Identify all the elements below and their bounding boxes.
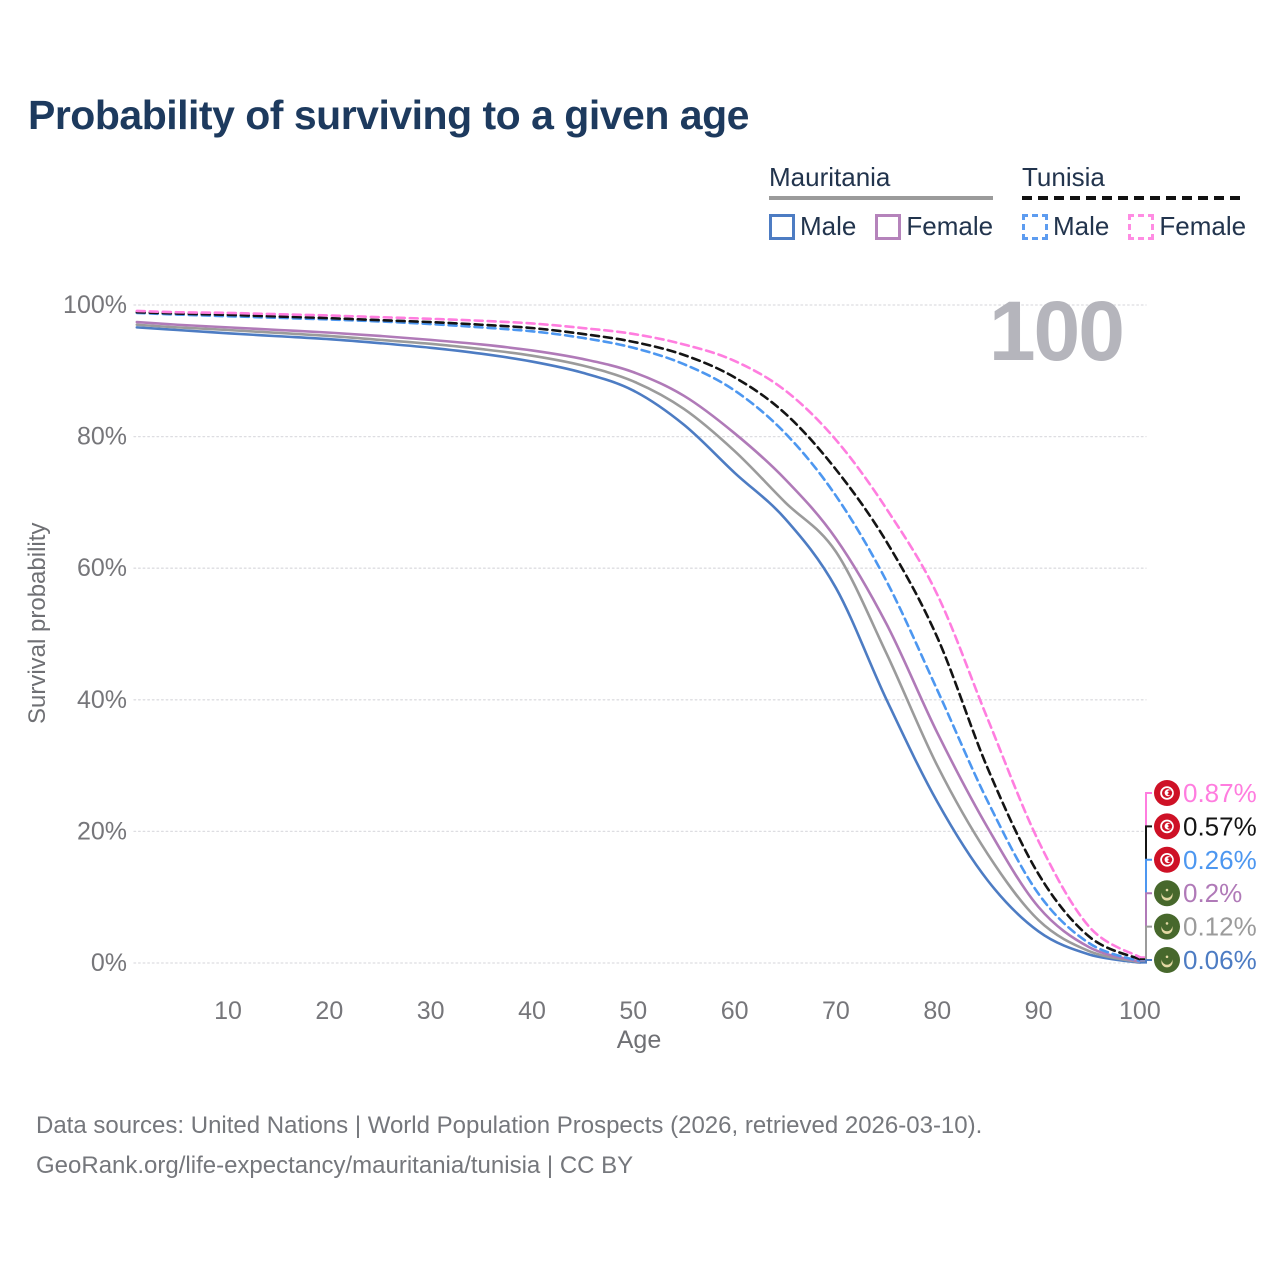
x-axis-title: Age — [616, 1026, 662, 1054]
tunisia-flag-icon — [1154, 813, 1180, 840]
mauritania-flag-icon — [1154, 947, 1180, 973]
y-tick-label: 40% — [77, 686, 127, 714]
y-tick-label: 80% — [77, 423, 127, 451]
end-label-value: 0.2% — [1183, 878, 1242, 908]
curve-mauritania-female — [135, 320, 1142, 963]
legend-country-name: Tunisia — [1022, 162, 1105, 192]
curve-tunisia-male — [135, 311, 1142, 963]
curve-mauritania-both — [135, 323, 1142, 964]
x-tick-label: 60 — [721, 997, 749, 1025]
end-label-value: 0.57% — [1183, 811, 1257, 841]
y-tick-label: 60% — [77, 554, 127, 582]
age-watermark: 100 — [988, 284, 1125, 378]
legend-item-mauritania-male[interactable]: Male — [769, 211, 856, 242]
legend-swatch-icon — [1022, 213, 1048, 240]
x-tick-label: 80 — [923, 997, 951, 1025]
end-label-value: 0.12% — [1183, 912, 1257, 942]
legend-item-tunisia-female[interactable]: Female — [1128, 211, 1246, 242]
y-tick-label: 0% — [91, 949, 127, 977]
end-label-value: 0.87% — [1183, 778, 1257, 808]
x-tick-label: 100 — [1119, 997, 1161, 1025]
legend-line-sample-dashed — [1022, 196, 1247, 200]
tunisia-flag-icon — [1154, 780, 1180, 806]
x-tick-label: 70 — [822, 997, 850, 1025]
legend-item-mauritania-female[interactable]: Female — [875, 211, 993, 242]
end-label-value: 0.26% — [1183, 845, 1257, 875]
survival-chart: 0% 20% 40% 60% 80% 100% 10 20 30 40 50 60 70 80 90 100 0… — [63, 291, 1257, 1025]
legend-country-name: Mauritania — [769, 162, 891, 192]
legend-item-tunisia-male[interactable]: Male — [1022, 211, 1109, 242]
footer-line-1: Data sources: United Nations | World Pop… — [36, 1112, 983, 1139]
footer-line-2: GeoRank.org/life-expectancy/mauritania/t… — [36, 1152, 634, 1179]
page-title: Probability of surviving to a given age — [28, 92, 749, 138]
data-source-note: Data sources: United Nations | World Pop… — [36, 1106, 982, 1186]
x-tick-label: 30 — [417, 997, 445, 1025]
legend-line-sample-solid — [769, 196, 994, 200]
mauritania-flag-icon — [1154, 913, 1180, 940]
legend-swatch-icon — [1128, 213, 1155, 240]
end-label-connector — [1139, 959, 1152, 964]
mauritania-flag-icon — [1154, 880, 1180, 907]
curve-tunisia-both — [135, 310, 1142, 961]
y-axis-title: Survival probability — [24, 522, 51, 724]
end-label-value: 0.06% — [1183, 945, 1257, 975]
y-tick-label: 20% — [77, 817, 127, 845]
x-tick-label: 20 — [315, 997, 343, 1025]
curve-tunisia-female — [135, 309, 1142, 959]
x-tick-label: 50 — [619, 997, 647, 1025]
legend-group-mauritania: Mauritania Male Female — [769, 162, 994, 242]
y-tick-label: 100% — [63, 291, 127, 319]
x-tick-label: 40 — [518, 997, 546, 1025]
legend-swatch-icon — [875, 213, 902, 240]
x-tick-label: 90 — [1025, 997, 1053, 1025]
legend-swatch-icon — [769, 213, 795, 240]
legend-group-tunisia: Tunisia Male Female — [1022, 162, 1247, 242]
tunisia-flag-icon — [1154, 846, 1180, 873]
x-tick-label: 10 — [214, 997, 242, 1025]
curve-mauritania-male — [135, 326, 1142, 964]
